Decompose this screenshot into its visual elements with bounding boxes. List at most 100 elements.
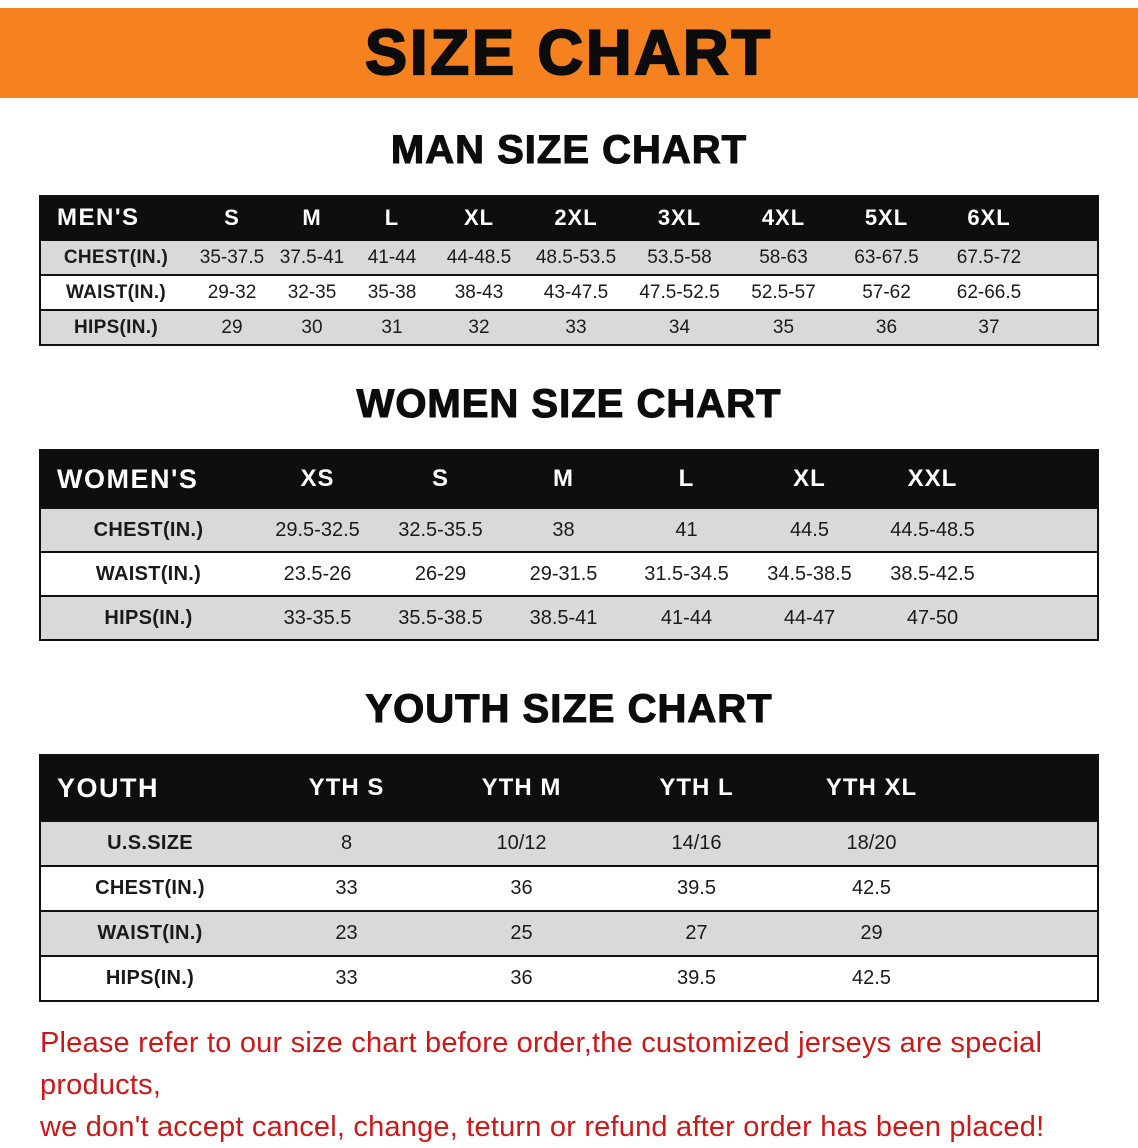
man-size-value-cell: 52.5-57 (751, 281, 816, 303)
man-size-header-cell: L (384, 205, 400, 230)
man-size-value-cell: 38-43 (454, 281, 504, 303)
youth-size-header-cell: YTH S (308, 774, 385, 801)
women-table-row: CHEST(IN.) 29.5-32.5 32.5-35.5 38 41 44.5 44.5… (41, 507, 1097, 551)
man-size-value-cell: 58-63 (759, 246, 808, 268)
women-size-value-cell: 33-35.5 (283, 606, 352, 629)
youth-size-value-cell: 27 (685, 922, 708, 944)
youth-size-header-cell: YTH XL (825, 774, 918, 801)
man-size-value-cell: 63-67.5 (854, 246, 919, 268)
women-size-header-cell: XL (793, 465, 826, 492)
man-size-value-cell: 32 (468, 316, 490, 338)
youth-row-label: U.S.SIZE (107, 832, 193, 854)
man-size-value-cell: 32-35 (287, 281, 337, 303)
youth-size-value-cell: 42.5 (852, 967, 891, 989)
women-size-header-cell: XXL (907, 465, 958, 492)
man-size-value-cell: 35-38 (367, 281, 417, 303)
man-size-value-cell: 43-47.5 (543, 281, 609, 303)
youth-size-value-cell: 23 (335, 922, 358, 944)
women-size-value-cell: 44.5-48.5 (890, 518, 975, 541)
man-table-title-cell: MEN'S (57, 204, 140, 231)
man-size-header-cell: XL (463, 205, 495, 230)
women-size-value-cell: 38 (552, 518, 575, 541)
youth-size-header-cell: YTH M (481, 774, 562, 801)
women-size-header-cell: L (678, 465, 695, 492)
youth-table-row: WAIST(IN.) 23 25 27 29 (41, 910, 1097, 955)
youth-table-row: U.S.SIZE 8 10/12 14/16 18/20 (41, 820, 1097, 865)
man-size-header-cell: 4XL (761, 205, 806, 230)
women-size-value-cell: 38.5-41 (529, 606, 598, 629)
man-size-value-cell: 67.5-72 (956, 246, 1022, 268)
man-row-label: CHEST(IN.) (63, 246, 169, 268)
youth-row-label: WAIST(IN.) (97, 922, 203, 944)
women-table-title-cell: WOMEN'S (57, 463, 199, 494)
man-size-header-cell: 5XL (864, 205, 909, 230)
man-size-value-cell: 37 (978, 316, 1000, 338)
youth-size-value-cell: 36 (510, 967, 533, 989)
notice-line-2: we don't accept cancel, change, teturn o… (40, 1111, 1045, 1143)
women-size-value-cell: 23.5-26 (283, 562, 352, 585)
youth-size-table: YOUTH YTH S YTH M YTH L YTH XL U.S.SIZE 8 10/12… (39, 754, 1099, 1002)
youth-size-value-cell: 33 (335, 967, 358, 989)
man-table-row: CHEST(IN.) 35-37.5 37.5-41 41-44 44-48.5 48.5… (41, 239, 1097, 274)
size-chart-sections: MAN SIZE CHART MEN'S S M L XL 2XL 3XL 4XL 5XL 6XL C… (0, 127, 1138, 1002)
man-row-label: WAIST(IN.) (65, 281, 167, 303)
youth-size-value-cell: 39.5 (677, 877, 716, 899)
section-women: WOMEN SIZE CHART WOMEN'S XS S M L XL XXL CHEST(I… (0, 381, 1138, 641)
women-size-value-cell: 38.5-42.5 (890, 562, 975, 585)
women-row-label: WAIST(IN.) (95, 562, 202, 585)
man-size-header-cell: 3XL (657, 205, 702, 230)
section-heading-women: WOMEN SIZE CHART (356, 381, 782, 426)
man-size-header-cell: M (302, 205, 322, 230)
women-row-label: HIPS(IN.) (104, 606, 193, 629)
youth-table-row: CHEST(IN.) 33 36 39.5 42.5 (41, 865, 1097, 910)
man-size-table: MEN'S S M L XL 2XL 3XL 4XL 5XL 6XL CHEST(IN.) 35-37… (39, 195, 1099, 346)
man-size-header-cell: 6XL (967, 205, 1011, 230)
man-size-value-cell: 36 (875, 316, 898, 338)
man-size-value-cell: 44-48.5 (446, 246, 512, 268)
man-row-label: HIPS(IN.) (74, 316, 158, 338)
man-size-value-cell: 53.5-58 (647, 246, 712, 268)
women-size-value-cell: 35.5-38.5 (398, 606, 483, 629)
youth-table-title-cell: YOUTH (57, 772, 159, 803)
women-size-value-cell: 44-47 (783, 606, 836, 629)
youth-size-value-cell: 8 (340, 832, 353, 854)
women-size-value-cell: 32.5-35.5 (398, 518, 483, 541)
women-size-value-cell: 34.5-38.5 (767, 562, 852, 585)
man-size-value-cell: 30 (301, 316, 323, 338)
man-table-row: WAIST(IN.) 29-32 32-35 35-38 38-43 43-47.5 47.… (41, 274, 1097, 309)
youth-size-value-cell: 29 (860, 922, 883, 944)
women-size-value-cell: 29-31.5 (529, 562, 598, 585)
man-size-value-cell: 34 (668, 316, 691, 338)
women-size-value-cell: 29.5-32.5 (275, 518, 360, 541)
man-size-header-cell: 2XL (554, 205, 598, 230)
women-size-header-cell: XS (300, 465, 335, 492)
man-size-value-cell: 35-37.5 (199, 246, 265, 268)
youth-size-value-cell: 10/12 (496, 832, 547, 854)
page-title: SIZE CHART (364, 17, 773, 89)
women-size-header-cell: S (431, 465, 449, 492)
notice-line-1: Please refer to our size chart before or… (40, 1027, 1043, 1101)
footer-notice: Please refer to our size chart before or… (40, 1022, 1110, 1148)
man-size-value-cell: 29 (221, 316, 243, 338)
man-size-value-cell: 41-44 (367, 246, 417, 268)
youth-size-value-cell: 39.5 (677, 967, 716, 989)
man-size-value-cell: 33 (565, 316, 587, 338)
women-size-value-cell: 41 (675, 518, 698, 541)
youth-row-label: HIPS(IN.) (105, 967, 195, 989)
women-row-label: CHEST(IN.) (93, 518, 204, 541)
youth-size-value-cell: 18/20 (846, 832, 897, 854)
man-size-value-cell: 57-62 (862, 281, 911, 303)
youth-size-value-cell: 33 (335, 877, 358, 899)
women-table-header-row: WOMEN'S XS S M L XL XXL (41, 451, 1097, 507)
man-size-value-cell: 62-66.5 (956, 281, 1022, 303)
women-size-value-cell: 26-29 (414, 562, 467, 585)
youth-size-value-cell: 42.5 (852, 877, 891, 899)
section-man: MAN SIZE CHART MEN'S S M L XL 2XL 3XL 4XL 5XL 6XL C… (0, 127, 1138, 346)
youth-size-value-cell: 25 (510, 922, 533, 944)
section-heading-youth: YOUTH SIZE CHART (365, 686, 773, 731)
man-size-value-cell: 48.5-53.5 (535, 246, 617, 268)
banner: SIZE CHART (0, 8, 1138, 98)
man-size-value-cell: 47.5-52.5 (639, 281, 720, 303)
man-size-value-cell: 29-32 (207, 281, 257, 303)
section-heading-man: MAN SIZE CHART (390, 127, 748, 172)
